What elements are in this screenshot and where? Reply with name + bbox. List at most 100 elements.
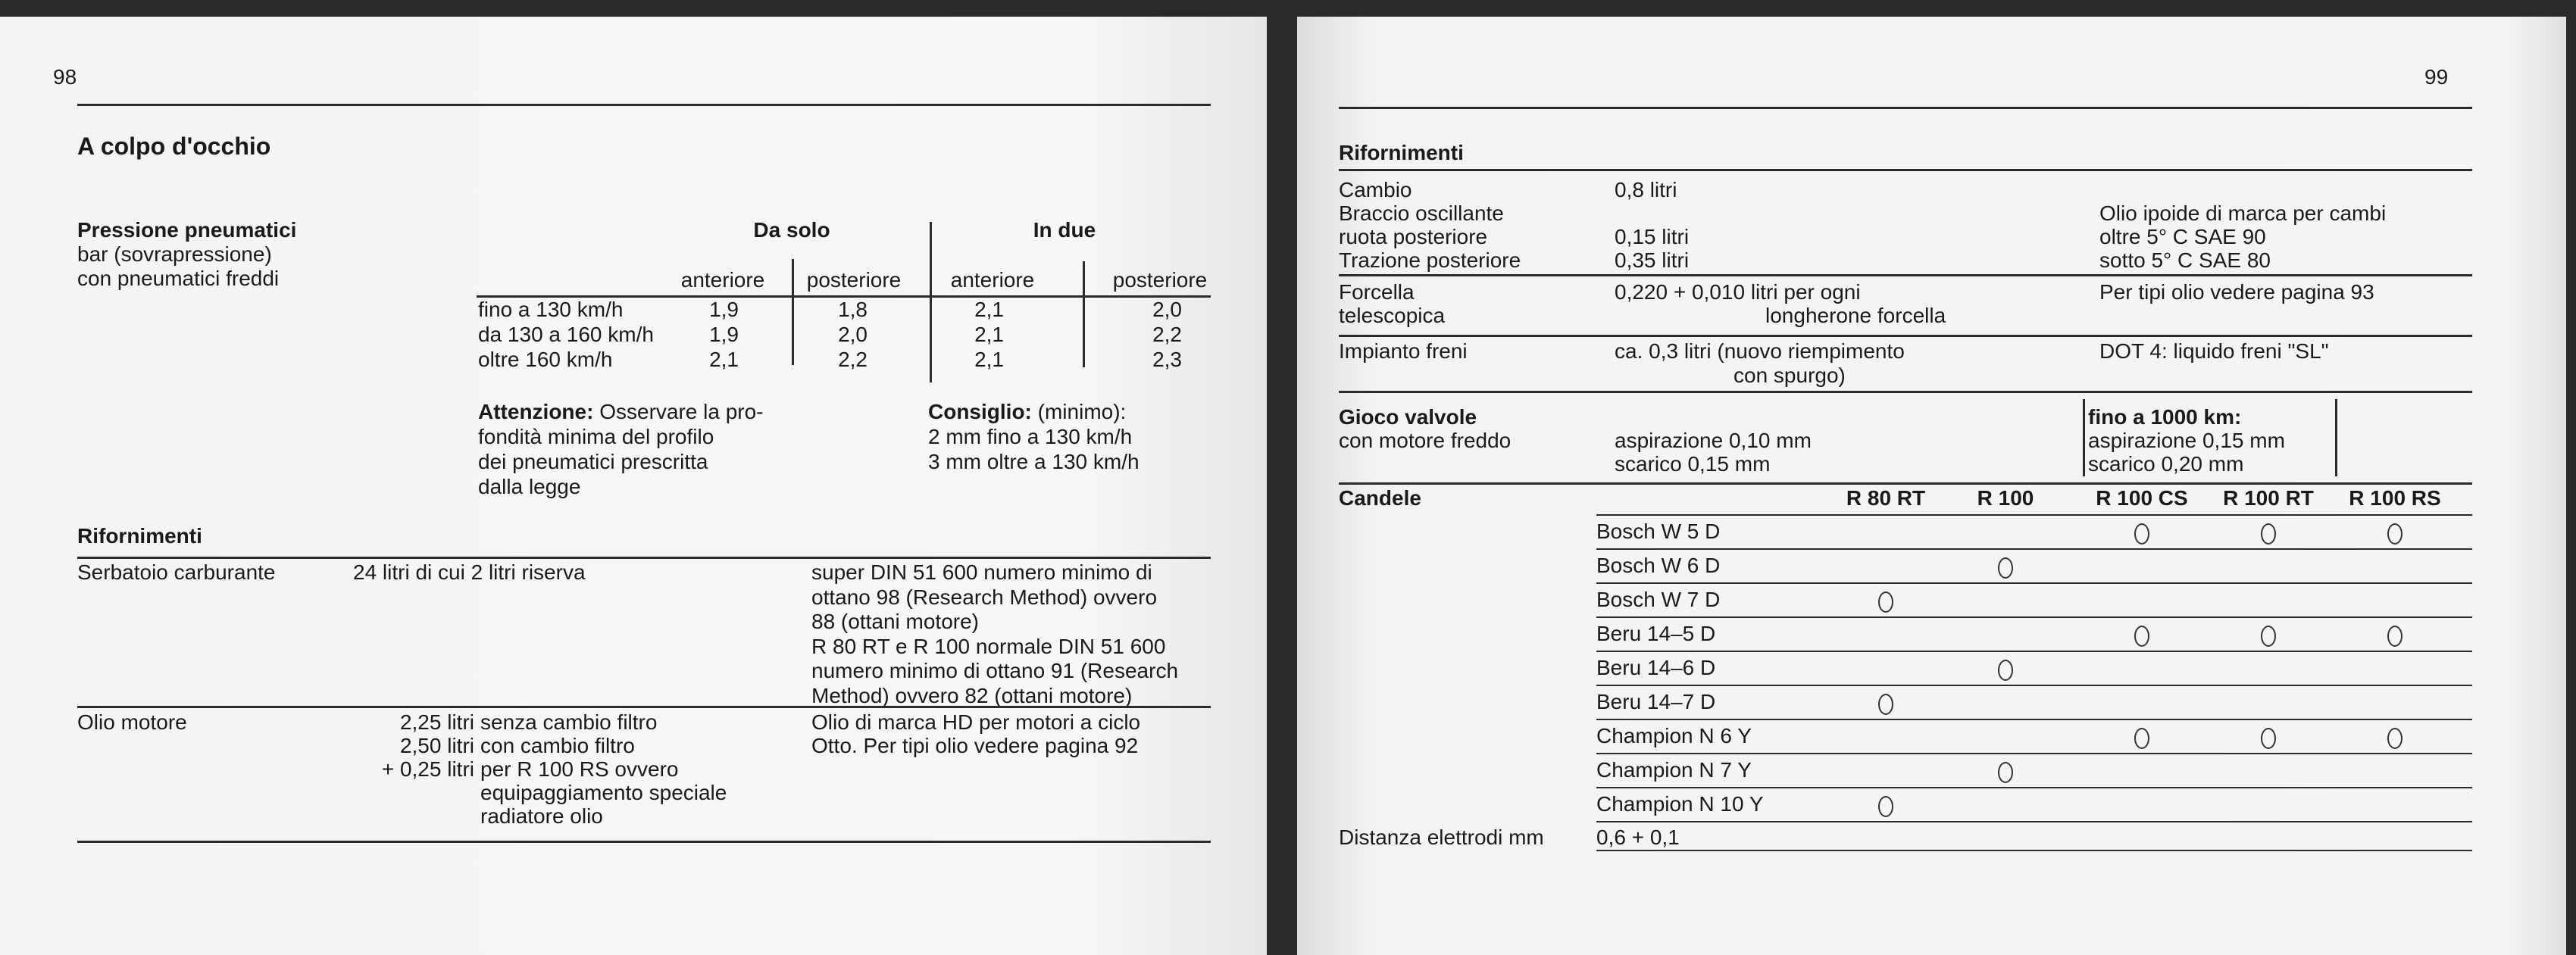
pressure-value: 2,0 [1152,298,1182,321]
brake-amount: con spurgo) [1733,364,1846,387]
spark-plug-name: Champion N 6 Y [1596,724,1752,747]
tire-pressure-sub: bar (sovrapressione) [77,242,272,266]
tire-pressure-heading: Pressione pneumatici [77,218,297,242]
compatibility-mark [1998,557,2013,579]
compatibility-mark [2134,728,2149,749]
pressure-value: 2,1 [974,323,1004,346]
oil-label: Olio motore [77,710,187,734]
advice-note: 2 mm fino a 130 km/h [928,425,1133,448]
advice-note: Consiglio: (minimo): [928,400,1127,423]
divider [1596,787,2472,788]
brake-note: DOT 4: liquido freni "SL" [2099,339,2329,363]
fuel-amount: 24 litri di cui 2 litri riserva [353,560,586,584]
advice-note: 3 mm oltre a 130 km/h [928,450,1140,473]
attention-note: dei pneumatici prescritta [478,450,708,473]
compatibility-mark [2134,626,2149,647]
divider [1596,548,2472,550]
divider [1083,261,1085,367]
divider [1596,651,2472,652]
spark-plug-name: Beru 14–5 D [1596,622,1716,645]
gear-label: Braccio oscillante [1339,201,1504,225]
divider [77,104,1211,106]
oil-text: senza cambio filtro [480,710,658,734]
model-header: R 100 [1977,486,2034,510]
fork-amount: longherone forcella [1765,304,1946,327]
fuel-note: Method) ovvero 82 (ottani motore) [811,683,1133,707]
compatibility-mark [2387,728,2402,749]
compatibility-mark [2261,523,2276,545]
divider [1596,821,2472,822]
divider [1596,582,2472,584]
pressure-value: 1,9 [709,298,739,321]
compatibility-mark [2261,626,2276,647]
oil-note: Olio di marca HD per motori a ciclo [811,710,1141,734]
gear-label: Trazione posteriore [1339,248,1521,272]
compatibility-mark [2261,728,2276,749]
spark-plug-name: Beru 14–6 D [1596,656,1716,679]
attention-note: fondità minima del profilo [478,425,714,448]
oil-text: con cambio filtro [480,734,635,757]
column-header: posteriore [1112,268,1208,292]
divider [477,295,1211,298]
fuel-label: Serbatoio carburante [77,560,276,584]
divider [1339,274,2472,276]
divider [1339,169,2472,171]
brake-label: Impianto freni [1339,339,1468,363]
divider [930,222,932,382]
fuel-note: ottano 98 (Research Method) ovvero [811,585,1158,609]
oil-text: equipaggiamento speciale [480,781,727,804]
pressure-value: 2,1 [974,348,1004,371]
page-number: 99 [2424,65,2449,89]
divider [77,706,1211,708]
gear-note: oltre 5° C SAE 90 [2099,225,2266,248]
pressure-value: 2,1 [974,298,1004,321]
divider [1596,685,2472,686]
gear-amount: 0,35 litri [1615,248,1690,272]
gear-note: sotto 5° C SAE 80 [2099,248,2271,272]
oil-text: radiatore olio [480,804,603,828]
left-page [0,17,1267,955]
model-header: R 100 RT [2223,486,2314,510]
spark-plug-name: Champion N 7 Y [1596,758,1752,782]
pressure-value: 2,1 [709,348,739,371]
divider [77,841,1211,843]
divider [792,259,794,365]
oil-amount: 2,50 litri [399,734,474,757]
divider [1339,482,2472,485]
attention-note: dalla legge [478,475,581,498]
break-in-value: aspirazione 0,15 mm [2088,429,2285,452]
compatibility-mark [1878,796,1893,817]
row-label: fino a 130 km/h [478,298,624,321]
gear-label: Cambio [1339,178,1412,201]
pressure-value: 2,0 [838,323,868,346]
compatibility-mark [1998,762,2013,783]
compatibility-mark [1878,694,1893,715]
fuel-note: 88 (ottani motore) [811,610,979,633]
valves-heading: Gioco valvole [1339,405,1477,429]
pressure-value: 2,2 [838,348,868,371]
column-header: posteriore [806,268,902,292]
attention-note: Attenzione: Osservare la pro- [478,400,764,423]
compatibility-mark [2387,626,2402,647]
column-header: anteriore [950,268,1035,292]
pressure-value: 1,9 [709,323,739,346]
refuelling-heading: Rifornimenti [1339,141,1464,164]
spark-plug-name: Bosch W 7 D [1596,588,1721,611]
fuel-note: super DIN 51 600 numero minimo di [811,560,1152,584]
divider [1596,753,2472,754]
divider [1339,107,2472,109]
pressure-value: 1,8 [838,298,868,321]
spark-plug-name: Bosch W 5 D [1596,520,1721,543]
pressure-value: 2,3 [1152,348,1182,371]
fork-label: Forcella [1339,280,1415,304]
fuel-note: numero minimo di ottano 91 (Research [811,659,1179,682]
row-label: da 130 a 160 km/h [478,323,654,346]
divider [77,557,1211,559]
fuel-note: R 80 RT e R 100 normale DIN 51 600 [811,634,1166,658]
model-header: R 100 RS [2349,486,2441,510]
divider [1339,335,2472,337]
divider [1596,616,2472,618]
pressure-value: 2,2 [1152,323,1182,346]
fork-note: Per tipi olio vedere pagina 93 [2099,280,2374,304]
divider [1596,514,2472,516]
